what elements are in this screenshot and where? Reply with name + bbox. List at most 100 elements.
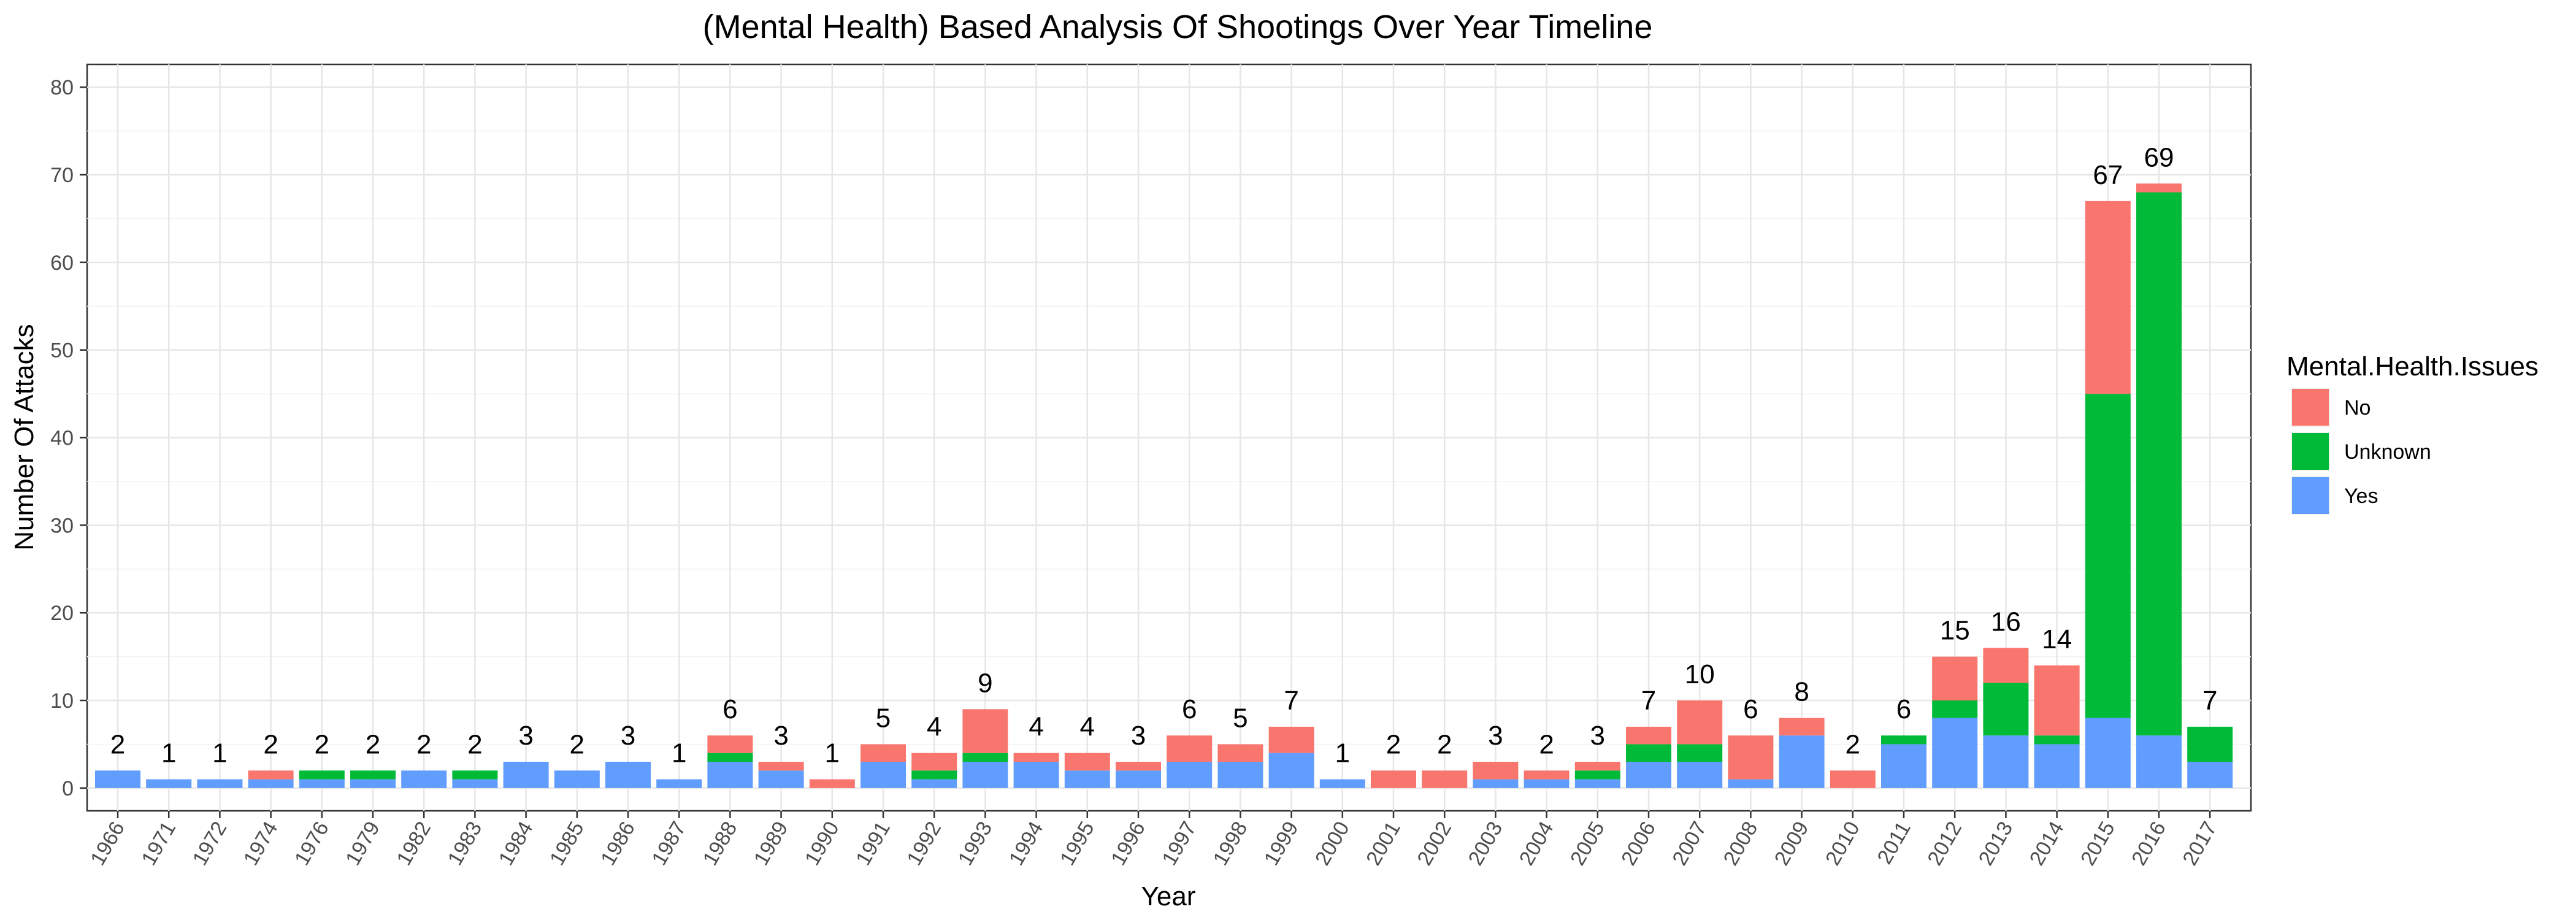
total-label: 3 [518,721,533,751]
bar-no-2008 [1728,735,1774,780]
bar-yes-1989 [758,770,804,788]
legend-keys: No Unknown Yes [2291,388,2431,515]
bar-yes-2007 [1677,762,1723,788]
total-label: 67 [2093,160,2123,190]
total-label: 5 [1233,703,1248,733]
x-tick-label: 1971 [137,818,180,870]
bar-no-2001 [1371,770,1416,788]
bar-yes-2000 [1319,779,1365,788]
legend-label-no: No [2344,396,2371,420]
x-tick-label: 2008 [1719,818,1763,870]
x-tick-label: 2016 [2127,818,2171,870]
x-tick-label: 1993 [954,818,997,870]
total-label: 3 [1488,721,1503,751]
bar-yes-2013 [1983,735,2029,788]
bar-no-2004 [1524,770,1570,780]
bar-no-1994 [1013,753,1059,762]
bar-yes-1974 [248,779,294,788]
total-label: 69 [2144,142,2174,172]
bar-unknown-1976 [299,770,345,780]
bar-unknown-2006 [1626,744,1671,762]
total-label: 2 [315,729,329,759]
total-label: 4 [927,712,941,742]
x-tick-label: 1995 [1056,818,1099,870]
x-tick-label: 2010 [1821,818,1865,870]
bar-unknown-1979 [350,770,396,780]
bar-no-2003 [1473,762,1519,780]
total-label: 7 [1641,686,1656,716]
bar-yes-2003 [1473,779,1519,788]
bar-yes-1992 [911,779,957,788]
total-label: 7 [2202,686,2217,716]
total-label: 4 [1080,712,1095,742]
bar-unknown-2013 [1983,683,2029,736]
bar-unknown-1993 [962,753,1008,762]
x-tick-label: 1974 [239,818,283,870]
total-label: 4 [1029,712,1043,742]
legend-swatch-unknown [2292,433,2329,470]
x-tick-label: 2001 [1362,818,1405,870]
y-tick-label: 40 [50,427,74,450]
total-label: 5 [876,703,891,733]
bar-yes-1979 [350,779,396,788]
x-tick-label: 1982 [392,818,435,870]
bar-yes-1971 [146,779,192,788]
y-tick-label: 50 [50,339,74,362]
bar-yes-2009 [1779,735,1825,788]
y-axis: 0 10 20 30 40 50 60 70 80 [50,76,87,800]
bar-yes-2008 [1728,779,1774,788]
total-label: 2 [1437,729,1452,759]
total-label: 2 [570,729,585,759]
x-tick-label: 2000 [1311,818,1354,870]
bar-yes-1982 [401,770,447,788]
x-tick-label: 2014 [2025,818,2069,870]
bar-yes-1972 [197,779,243,788]
x-tick-label: 1992 [902,818,946,870]
total-label: 15 [1940,616,1970,646]
bar-yes-1984 [503,762,549,788]
bar-no-1993 [962,709,1008,753]
bar-yes-1983 [452,779,498,788]
legend-swatch-yes [2292,477,2329,514]
x-tick-label: 2006 [1617,818,1660,870]
x-tick-label: 1972 [188,818,232,870]
bar-no-2014 [2034,665,2080,736]
total-label: 1 [161,738,176,769]
x-tick-label: 1990 [800,818,844,870]
total-label: 2 [366,729,380,759]
x-tick-label: 2002 [1413,818,1456,870]
bar-yes-1994 [1013,762,1059,788]
bar-no-1998 [1217,744,1263,762]
total-label: 10 [1685,659,1715,689]
bar-yes-1995 [1064,770,1110,788]
x-tick-label: 2005 [1566,818,1609,870]
y-tick-label: 80 [50,76,74,99]
bar-yes-1997 [1167,762,1213,788]
bar-unknown-2012 [1932,700,1978,718]
bar-unknown-2016 [2136,192,2182,736]
bar-no-2007 [1677,700,1723,745]
bar-unknown-2007 [1677,744,1723,762]
x-tick-label: 2015 [2076,818,2120,870]
x-tick-label: 1996 [1106,818,1150,870]
bar-no-1992 [911,753,957,771]
total-label: 1 [825,738,840,769]
bar-yes-1993 [962,762,1008,788]
bar-yes-1996 [1116,770,1161,788]
x-tick-label: 2017 [2178,818,2221,870]
legend-swatch-no [2292,389,2329,426]
total-label: 8 [1794,677,1809,707]
total-label: 9 [978,668,992,698]
total-label: 3 [621,721,635,751]
bar-unknown-2017 [2187,726,2233,762]
total-label: 2 [416,729,431,759]
bar-no-1974 [248,770,294,780]
bar-no-2013 [1983,648,2029,683]
bar-yes-2012 [1932,718,1978,788]
x-tick-label: 1998 [1209,818,1252,870]
x-tick-label: 1966 [86,818,129,870]
y-tick-label: 30 [50,514,74,537]
bar-unknown-2014 [2034,735,2080,745]
